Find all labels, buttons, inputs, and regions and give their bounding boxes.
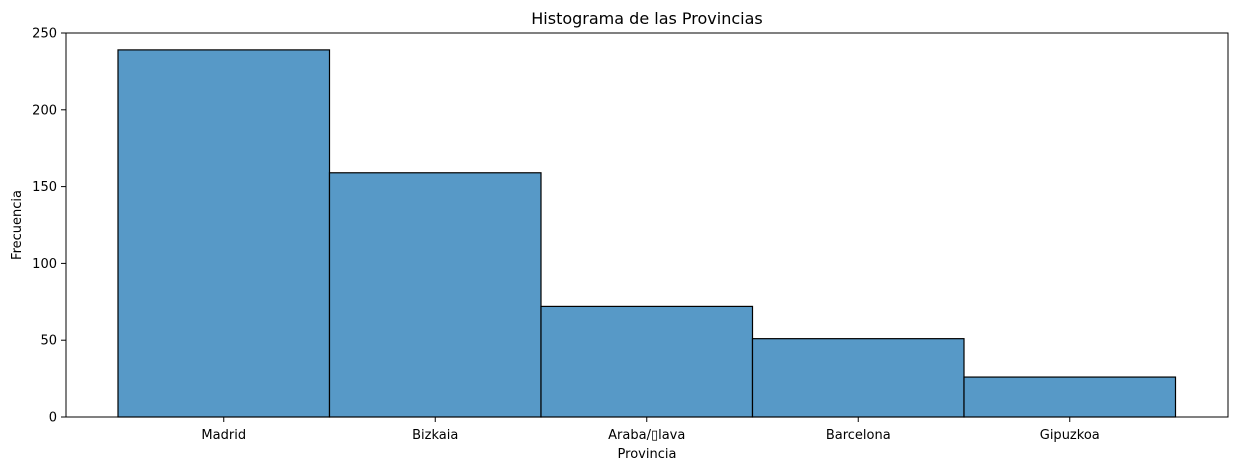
y-axis-title: Frecuencia <box>10 190 25 260</box>
y-tick-label-0: 0 <box>49 411 57 426</box>
x-tick-label-3: Barcelona <box>826 428 891 443</box>
y-tick-label-1: 50 <box>40 334 57 349</box>
y-tick-label-5: 250 <box>32 27 57 42</box>
x-tick-label-0: Madrid <box>201 428 246 443</box>
bar-2 <box>540 305 754 418</box>
y-tick-label-4: 200 <box>32 103 57 118</box>
x-ticks-layer: Madrid Bizkaia Araba/▯la​va Barcelona Gipuzk… <box>201 417 1100 443</box>
y-tick-label-2: 100 <box>32 257 57 272</box>
bar-0 <box>117 49 331 418</box>
x-tick-label-1: Bizkaia <box>412 428 458 443</box>
bar-3 <box>751 338 965 418</box>
x-tick-label-2: Araba/▯la​va <box>608 428 685 443</box>
plot-frame <box>65 32 1229 418</box>
bar-4 <box>963 376 1177 418</box>
chart-title: Histograma de las Provincias <box>531 9 762 28</box>
y-ticks-layer: 0 50 100 150 200 250 <box>32 27 66 426</box>
y-tick-label-3: 150 <box>32 180 57 195</box>
x-tick-label-4: Gipuzkoa <box>1040 428 1100 443</box>
x-axis-title: Provincia <box>618 447 677 462</box>
bars-layer <box>117 49 1177 418</box>
bar-1 <box>328 172 542 418</box>
